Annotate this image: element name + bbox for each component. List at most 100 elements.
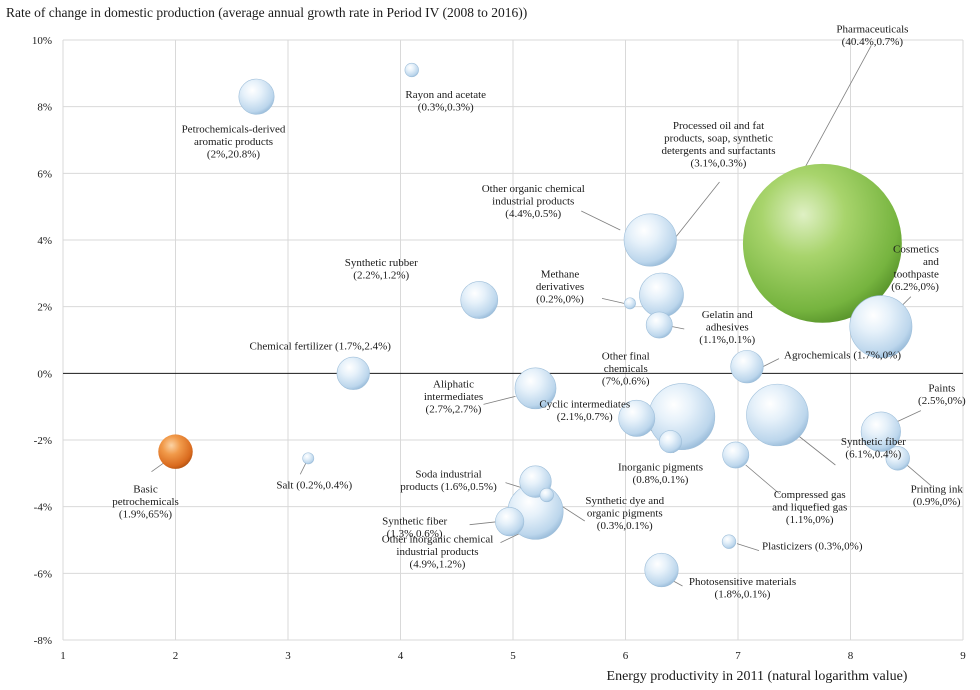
bubble-label-line: (6.2%,0%)	[891, 281, 939, 293]
bubble-rayon-and-acetate	[404, 62, 419, 78]
bubble-label-line: (2.5%,0%)	[918, 395, 966, 407]
y-tick-label: 0%	[37, 368, 52, 380]
y-tick-label: 4%	[37, 235, 52, 247]
bubble-synthetic-dye-and-organic-pigments	[539, 487, 554, 503]
x-tick-label: 6	[623, 650, 629, 662]
bubble-label-line: (40.4%,0.7%)	[842, 36, 904, 48]
bubble-label-line: (2%,20.8%)	[207, 149, 260, 161]
bubble-label-line: toothpaste	[894, 269, 939, 281]
leader-line	[483, 395, 516, 405]
bubble-label-line: Pharmaceuticals	[836, 23, 908, 35]
bubble-label-line: and	[923, 256, 939, 268]
bubble-label-line: (0.3%,0.3%)	[418, 102, 474, 114]
y-tick-label: 6%	[37, 168, 52, 180]
bubble-label-line: Methane	[541, 268, 580, 280]
bubble-label-line: Chemical fertilizer (1.7%,2.4%)	[250, 340, 392, 352]
leader-line	[903, 462, 933, 487]
bubble-label-line: (1.1%,0%)	[786, 514, 834, 526]
bubble-label-line: and liquefied gas	[772, 502, 847, 514]
x-tick-label: 1	[60, 650, 66, 662]
leader-line	[736, 543, 760, 552]
y-tick-label: 10%	[32, 35, 52, 47]
y-tick-label: 2%	[37, 302, 52, 314]
leader-line	[505, 482, 522, 489]
bubble-gelatin-and-adhesives	[645, 311, 673, 339]
y-tick-label: -2%	[34, 435, 52, 447]
bubble-compressed-gas-and-liquefied-gas	[722, 441, 750, 469]
bubble-label-line: aromatic products	[194, 136, 273, 148]
bubble-label-line: (6.1%,0.4%)	[845, 449, 901, 461]
bubble-label-other-final-chemicals: Other final chemicals (7%,0.6%)	[602, 351, 650, 388]
bubble-label-line: organic pigments	[587, 508, 663, 520]
bubble-label-line: industrial products	[492, 196, 574, 208]
bubble-label-line: industrial products	[396, 546, 478, 558]
bubble-label-rayon-and-acetate: Rayon and acetate (0.3%,0.3%)	[405, 89, 486, 114]
bubble-label-basic-petrochemicals: Basic petrochemicals (1.9%,65%)	[112, 484, 179, 521]
bubble-label-line: Synthetic fiber	[841, 436, 906, 448]
bubble-label-line: (0.8%,0.1%)	[633, 474, 689, 486]
leader-line	[299, 462, 307, 475]
bubble-label-cosmetics-and-toothpaste: Cosmetics and toothpaste (6.2%,0%)	[891, 244, 939, 293]
x-tick-label: 5	[510, 650, 516, 662]
bubble-label-line: products (1.6%,0.5%)	[400, 481, 497, 493]
bubble-label-gelatin-and-adhesives: Gelatin and adhesives (1.1%,0.1%)	[699, 309, 755, 346]
bubble-label-line: Aliphatic	[433, 378, 474, 390]
bubble-label-line: (2.1%,0.7%)	[557, 411, 613, 423]
bubble-label-agrochemicals: Agrochemicals (1.7%,0%)	[784, 350, 901, 362]
bubble-inorganic-pigments	[659, 430, 682, 454]
bubble-label-line: (4.4%,0.5%)	[505, 208, 561, 220]
bubble-label-line: products, soap, synthetic	[664, 133, 773, 145]
bubble-label-other-organic-chemical-industrial-products: Other organic chemical industrial product…	[482, 183, 585, 220]
bubble-processed-oil-and-fat-products-soap-synthetic-detergents-and-surfactants	[639, 272, 684, 318]
bubble-label-line: Paints	[928, 383, 955, 395]
leader-line	[796, 45, 872, 184]
bubble-label-paints: Paints (2.5%,0%)	[918, 383, 966, 408]
bubble-label-line: (1.3%,0.6%)	[387, 528, 443, 540]
bubble-label-line: Cosmetics	[893, 244, 939, 256]
x-tick-label: 7	[735, 650, 741, 662]
bubble-label-compressed-gas-and-liquefied-gas: Compressed gas and liquefied gas (1.1%,0%)	[772, 489, 847, 526]
bubble-label-photosensitive-materials: Photosensitive materials (1.8%,0.1%)	[689, 576, 796, 601]
y-tick-label: -6%	[34, 568, 52, 580]
bubble-label-synthetic-dye-and-organic-pigments: Synthetic dye and organic pigments (0.3%,0…	[585, 495, 664, 532]
bubble-label-chemical-fertilizer: Chemical fertilizer (1.7%,2.4%)	[250, 340, 392, 352]
bubble-label-line: Synthetic fiber	[382, 516, 447, 528]
bubble-label-line: (7%,0.6%)	[602, 376, 650, 388]
bubble-cyclic-intermediates	[618, 399, 656, 437]
bubble-label-line: (3.1%,0.3%)	[691, 158, 747, 170]
bubble-label-line: Petrochemicals-derived	[182, 124, 286, 136]
bubble-label-line: (1.8%,0.1%)	[715, 589, 771, 601]
leader-line	[601, 297, 625, 304]
bubble-label-line: derivatives	[536, 281, 584, 293]
bubble-label-line: Photosensitive materials	[689, 576, 796, 588]
grid-lines	[62, 39, 964, 641]
bubble-label-line: Basic	[133, 484, 158, 496]
bubble-labels: Rayon and acetate (0.3%,0.3%) Petrochemica…	[112, 23, 966, 600]
bubble-label-inorganic-pigments: Inorganic pigments (0.8%,0.1%)	[618, 462, 703, 487]
x-tick-label: 9	[960, 650, 966, 662]
bubbles	[158, 62, 913, 588]
bubble-label-printing-ink: Printing ink (0.9%,0%)	[911, 483, 964, 508]
tick-labels: 1 2 3 4 5 6 7 8 9 -8% -6% -4% -2% 0% 2% 4% 6% 8% 10%	[32, 35, 966, 662]
chart-title: Rate of change in domestic production (a…	[6, 5, 527, 20]
x-tick-label: 2	[173, 650, 179, 662]
x-tick-label: 8	[848, 650, 854, 662]
bubble-label-synthetic-fiber: Synthetic fiber (6.1%,0.4%)	[841, 436, 906, 461]
bubble-label-line: petrochemicals	[112, 496, 179, 508]
bubble-label-line: Printing ink	[911, 483, 964, 495]
bubble-label-line: (0.3%,0.1%)	[597, 520, 653, 532]
bubble-label-line: adhesives	[706, 322, 749, 334]
bubble-label-line: (0.2%,0%)	[536, 293, 584, 305]
bubble-label-line: Gelatin and	[702, 309, 754, 321]
leader-line	[745, 464, 781, 495]
leader-line	[469, 521, 498, 526]
bubble-synthetic-fiber-1-3	[495, 507, 525, 537]
bubble-label-salt: Salt (0.2%,0.4%)	[276, 479, 352, 491]
bubble-label-line: Compressed gas	[774, 489, 846, 501]
bubble-agrochemicals	[730, 350, 764, 384]
bubble-label-cyclic-intermediates: Cyclic intermediates (2.1%,0.7%)	[539, 398, 630, 423]
y-tick-label: 8%	[37, 102, 52, 114]
bubble-pharmaceuticals	[742, 163, 902, 323]
bubble-label-line: (1.1%,0.1%)	[699, 334, 755, 346]
